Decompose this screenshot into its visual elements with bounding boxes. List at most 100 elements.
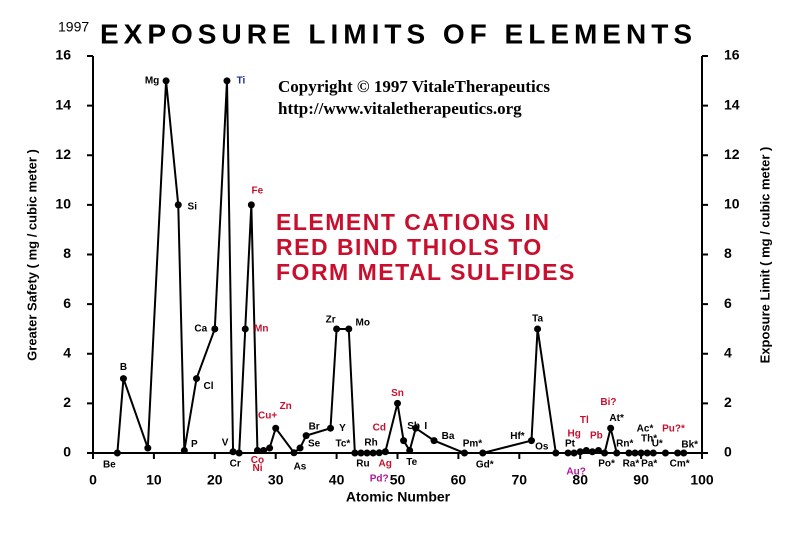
point <box>272 424 280 432</box>
point-label: Be <box>103 460 116 471</box>
y-tick-label: 4 <box>63 344 71 360</box>
point-label: Mg <box>145 75 159 86</box>
point <box>363 449 371 457</box>
point <box>144 444 152 452</box>
point <box>241 325 249 333</box>
y2-tick-label: 8 <box>724 245 732 261</box>
point-label: Au? <box>566 467 585 478</box>
point-label: Cd <box>373 422 386 433</box>
point-label: Po* <box>598 459 615 470</box>
point-label: Ca <box>194 324 207 335</box>
point <box>594 447 602 455</box>
point-label: Tc* <box>335 439 350 450</box>
point <box>674 449 682 457</box>
point <box>661 449 669 457</box>
point-label: Pb <box>590 430 603 441</box>
annotation: ELEMENT CATIONS IN <box>276 209 550 235</box>
annotation: RED BIND THIOLS TO <box>276 234 543 260</box>
point <box>375 449 383 457</box>
point <box>680 449 688 457</box>
point <box>406 447 414 455</box>
y-tick-label: 0 <box>63 444 71 460</box>
point <box>327 424 335 432</box>
point-label: Pd? <box>370 474 389 485</box>
point-label: Pa* <box>641 459 657 470</box>
point-label: Zr <box>326 315 336 326</box>
point-label: Mo <box>356 318 370 329</box>
point-label: Sn <box>391 388 404 399</box>
point <box>613 449 621 457</box>
point-label: Mn <box>254 324 268 335</box>
point <box>412 424 420 432</box>
annotation: FORM METAL SULFIDES <box>276 259 576 285</box>
point <box>253 447 261 455</box>
y2-tick-label: 6 <box>724 295 732 311</box>
point <box>527 437 535 445</box>
x-tick-label: 0 <box>89 472 97 488</box>
point-label: Ni <box>253 463 263 474</box>
point <box>643 449 651 457</box>
point <box>229 448 237 456</box>
y2-tick-label: 4 <box>724 344 732 360</box>
point-label: Ta <box>532 314 543 325</box>
y2-axis-label: Exposure Limit ( mg / cubic meter ) <box>757 147 772 364</box>
point <box>637 449 645 457</box>
point-label: Br <box>309 421 320 432</box>
point-label: Os <box>535 442 549 453</box>
point <box>588 448 596 456</box>
point-label: Cu+ <box>258 411 277 422</box>
y2-tick-label: 10 <box>724 196 740 212</box>
y-axis-label: Greater Safety ( mg / cubic meter ) <box>24 149 39 361</box>
point <box>460 449 468 457</box>
point <box>193 375 201 383</box>
point <box>400 437 408 445</box>
y2-tick-label: 12 <box>724 146 740 162</box>
point-label: Ba <box>442 431 455 442</box>
point <box>430 437 438 445</box>
point-label: As <box>294 461 307 472</box>
point <box>333 325 341 333</box>
point <box>180 447 188 455</box>
point-label: Tl <box>580 415 589 426</box>
point-label: At* <box>609 413 624 424</box>
point <box>381 448 389 456</box>
point <box>235 449 243 457</box>
point-label: Rh <box>364 438 377 449</box>
x-tick-label: 50 <box>390 472 406 488</box>
point-label: Bk* <box>681 440 698 451</box>
point-label: Zn <box>280 401 292 412</box>
x-tick-label: 10 <box>146 472 162 488</box>
point-label: Fe <box>252 186 264 197</box>
x-tick-label: 60 <box>451 472 467 488</box>
url: http://www.vitaletherapeutics.org <box>278 99 522 118</box>
point <box>211 325 219 333</box>
x-tick-label: 30 <box>268 472 284 488</box>
point <box>534 325 542 333</box>
point <box>119 375 127 383</box>
x-tick-label: 70 <box>512 472 528 488</box>
point-label: B <box>120 362 127 373</box>
y2-tick-label: 14 <box>724 96 740 112</box>
point-label: Gd* <box>476 460 494 471</box>
x-tick-label: 40 <box>329 472 345 488</box>
point-label: Ac* <box>637 424 654 435</box>
point <box>266 444 274 452</box>
y2-tick-label: 16 <box>724 47 740 63</box>
point <box>296 444 304 452</box>
y-tick-label: 6 <box>63 295 71 311</box>
point-label: Se <box>308 439 321 450</box>
y2-tick-label: 0 <box>724 444 732 460</box>
point <box>570 449 578 457</box>
point <box>162 77 170 85</box>
x-tick-label: 100 <box>690 472 714 488</box>
point-label: Th* <box>641 434 657 445</box>
point <box>345 325 353 333</box>
copyright: Copyright © 1997 VitaleTherapeutics <box>278 77 550 96</box>
point <box>601 449 609 457</box>
point <box>582 447 590 455</box>
point <box>290 449 298 457</box>
chart-title: EXPOSURE LIMITS OF ELEMENTS <box>100 18 692 49</box>
point-label: V <box>222 437 229 448</box>
point-label: Rn* <box>616 439 633 450</box>
